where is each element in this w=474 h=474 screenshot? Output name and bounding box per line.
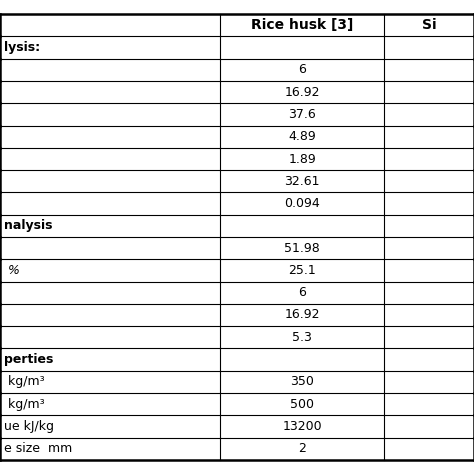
Text: 32.61: 32.61 (284, 175, 320, 188)
Text: ue kJ/kg: ue kJ/kg (4, 420, 54, 433)
Text: 5.3: 5.3 (292, 331, 312, 344)
Text: 500: 500 (290, 398, 314, 410)
Text: 13200: 13200 (283, 420, 322, 433)
Text: 6: 6 (298, 64, 306, 76)
Text: kg/m³: kg/m³ (4, 398, 45, 410)
Text: Rice husk [3]: Rice husk [3] (251, 18, 353, 32)
Text: 51.98: 51.98 (284, 242, 320, 255)
Text: 1.89: 1.89 (288, 153, 316, 165)
Text: kg/m³: kg/m³ (4, 375, 45, 388)
Text: 25.1: 25.1 (288, 264, 316, 277)
Text: 16.92: 16.92 (284, 86, 320, 99)
Text: 0.094: 0.094 (284, 197, 320, 210)
Text: Si: Si (422, 18, 436, 32)
Text: perties: perties (4, 353, 53, 366)
Text: 16.92: 16.92 (284, 309, 320, 321)
Text: e size  mm: e size mm (4, 442, 72, 455)
Text: 2: 2 (298, 442, 306, 455)
Text: nalysis: nalysis (4, 219, 52, 232)
Text: 4.89: 4.89 (288, 130, 316, 143)
Text: 350: 350 (290, 375, 314, 388)
Text: 37.6: 37.6 (288, 108, 316, 121)
Text: lysis:: lysis: (4, 41, 40, 54)
Text: 6: 6 (298, 286, 306, 299)
Text: %: % (4, 264, 19, 277)
